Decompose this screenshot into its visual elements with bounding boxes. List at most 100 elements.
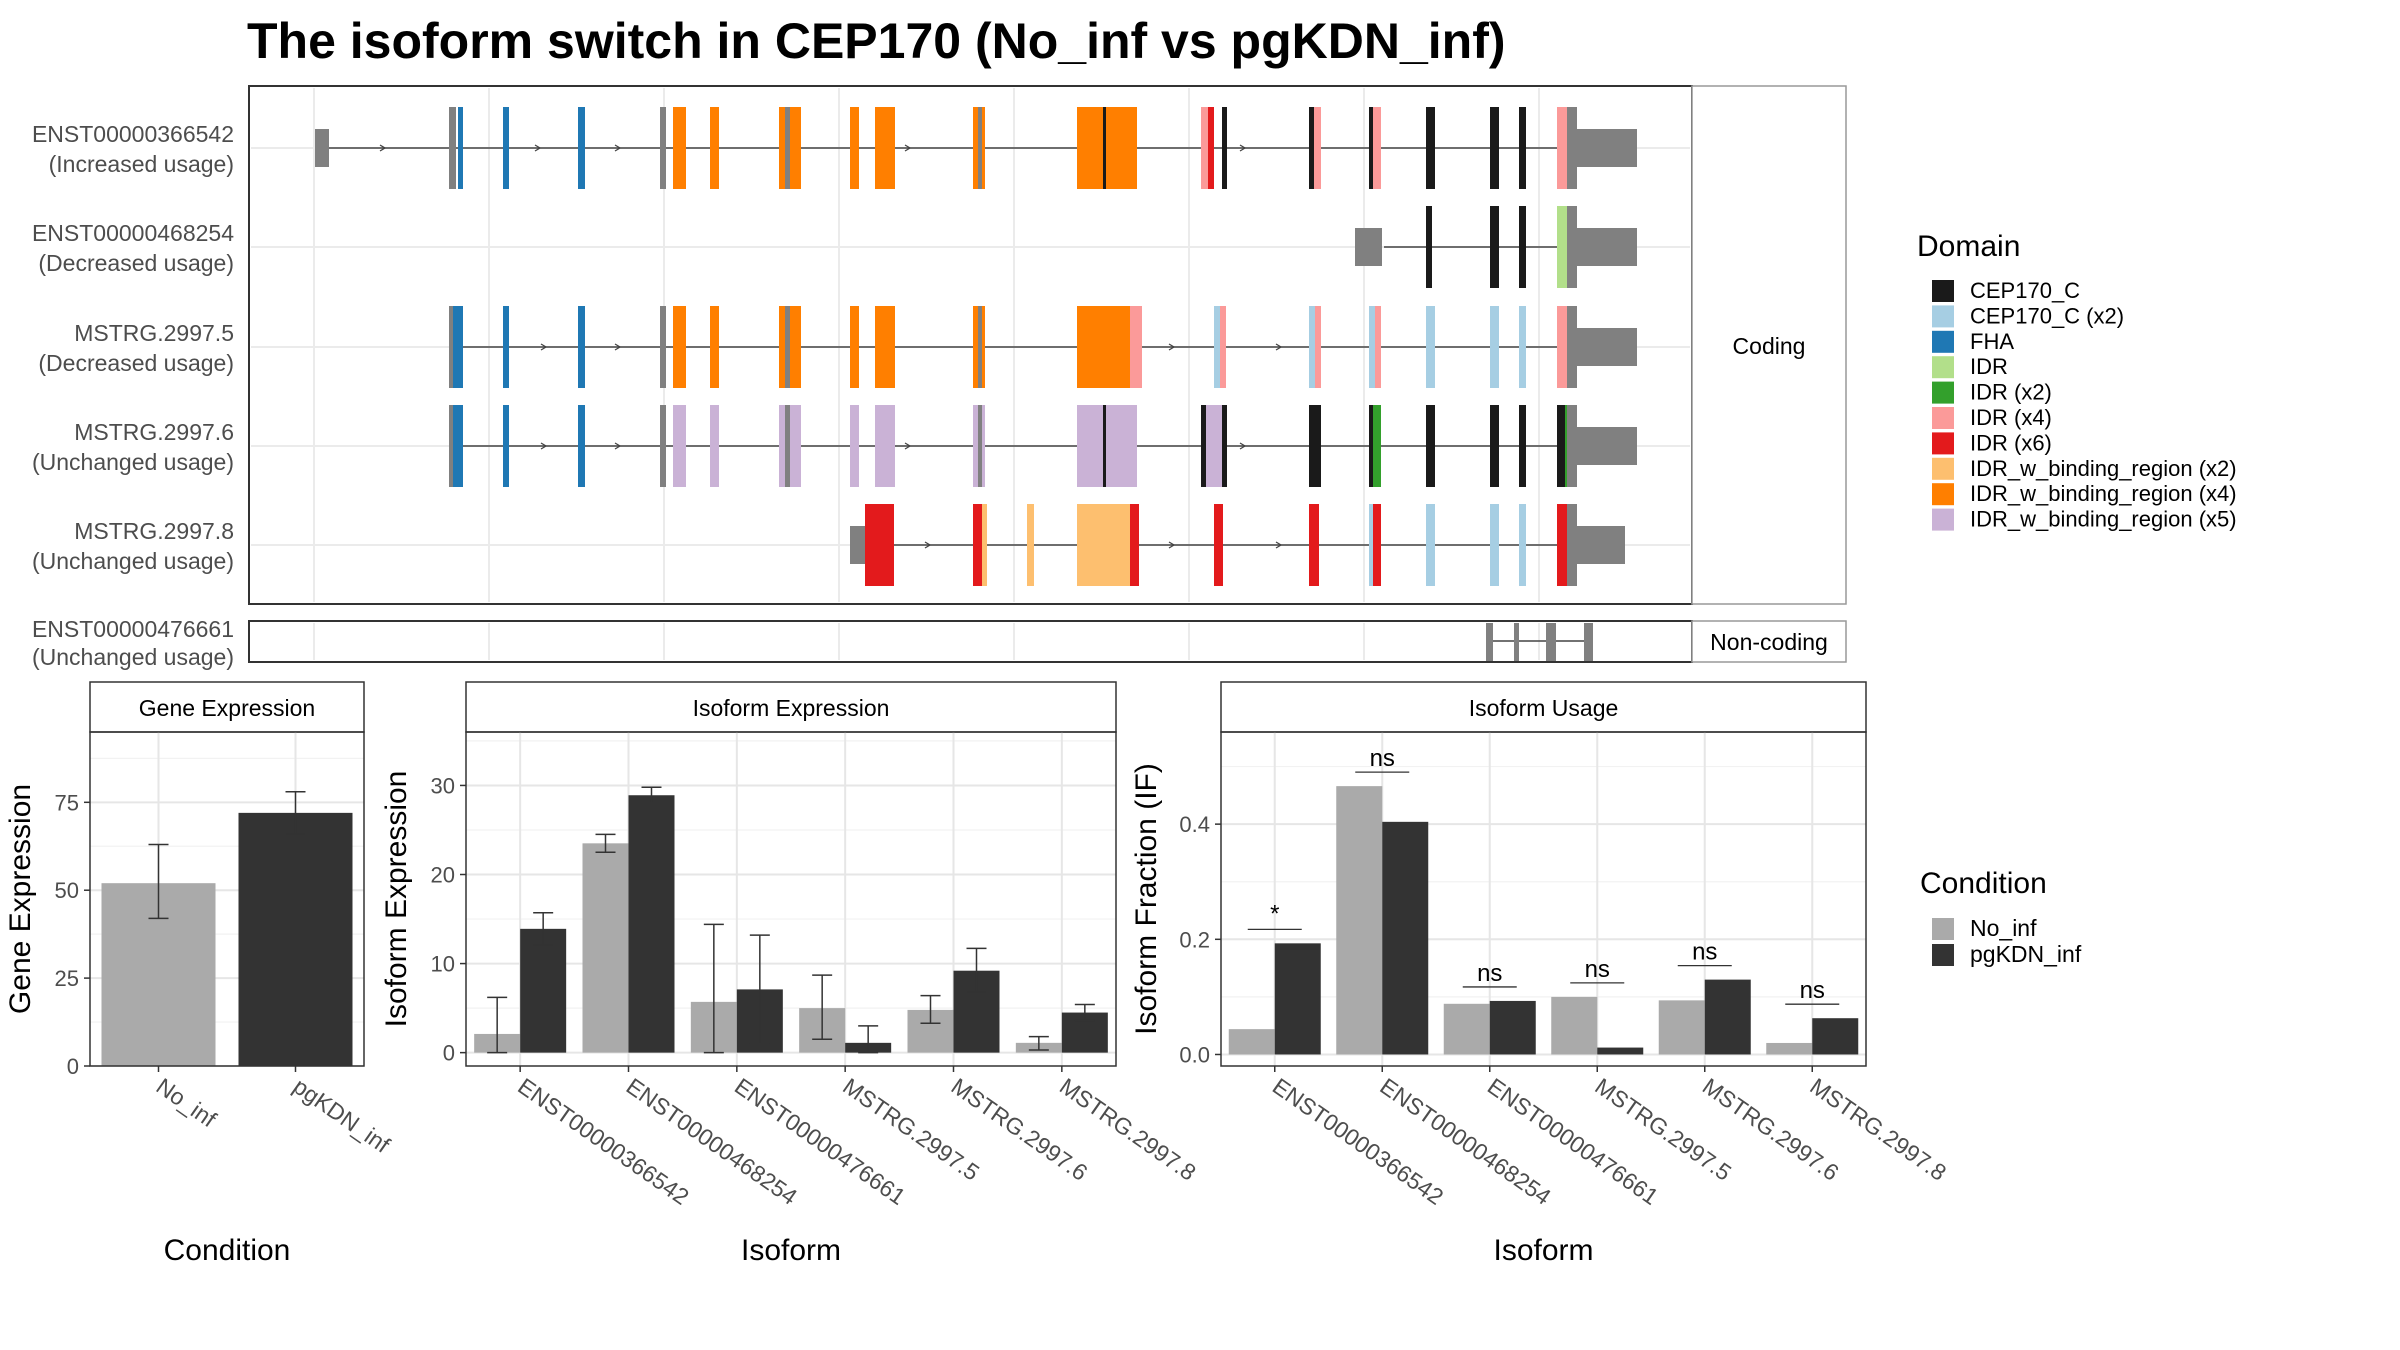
transcript-track-3 xyxy=(449,405,1637,487)
exon-block xyxy=(978,107,982,189)
noncoding-panel-border xyxy=(248,620,1693,663)
x-axis-title: Isoform xyxy=(741,1234,841,1267)
exon-block xyxy=(881,504,894,586)
transcript-name: ENST00000468254 xyxy=(32,220,234,246)
exon-block xyxy=(660,306,666,388)
legend-key-9 xyxy=(1932,508,1954,531)
exon-block xyxy=(1027,504,1034,586)
y-axis-title: Isoform Fraction (IF) xyxy=(1130,763,1163,1035)
y-tick-label: 30 xyxy=(431,773,455,798)
exon-block xyxy=(850,107,859,189)
panel-title: Isoform Expression xyxy=(693,695,890,721)
direction-arrow xyxy=(614,144,622,152)
significance-label: ns xyxy=(1477,960,1502,987)
condition-label-1: pgKDN_inf xyxy=(1970,941,2082,967)
transcript-usage: (Unchanged usage) xyxy=(32,548,234,574)
exon-block xyxy=(503,306,509,388)
exon-block xyxy=(1426,405,1435,487)
exon-block xyxy=(1567,107,1577,189)
y-tick-label: 10 xyxy=(431,952,455,977)
bar xyxy=(1766,1042,1813,1055)
exon-block xyxy=(785,405,790,487)
exon-block xyxy=(1584,623,1593,661)
exon-block xyxy=(710,405,719,487)
exon-block xyxy=(1103,405,1106,487)
y-tick-label: 0.4 xyxy=(1179,812,1210,837)
significance-label: * xyxy=(1270,900,1279,927)
exon-block xyxy=(503,107,509,189)
legend-key-2 xyxy=(1932,330,1954,353)
bar xyxy=(1382,821,1429,1055)
direction-arrow xyxy=(904,442,912,450)
exon-block xyxy=(1214,306,1220,388)
exon-block xyxy=(676,107,686,189)
y-tick-label: 0.2 xyxy=(1179,927,1210,952)
direction-arrow xyxy=(1168,541,1176,549)
y-axis-title: Isoform Expression xyxy=(380,771,413,1028)
exon-block xyxy=(1309,504,1319,586)
y-tick-label: 75 xyxy=(55,790,79,815)
exon-block xyxy=(458,107,463,189)
exon-block xyxy=(1222,405,1227,487)
transcript-name: MSTRG.2997.5 xyxy=(74,320,234,346)
utr-block xyxy=(1577,526,1625,564)
exon-block xyxy=(710,107,719,189)
exon-block xyxy=(1567,306,1577,388)
transcript-name: ENST00000476661 xyxy=(32,616,234,642)
legend-label-7: IDR_w_binding_region (x2) xyxy=(1970,456,2237,481)
transcript-usage: (Decreased usage) xyxy=(38,350,234,376)
exon-block xyxy=(449,107,456,189)
x-axis-title: Condition xyxy=(164,1234,291,1267)
exon-block xyxy=(1369,405,1373,487)
direction-arrow xyxy=(614,442,622,450)
panel-strip xyxy=(89,681,365,733)
bar xyxy=(1704,979,1751,1055)
transcript-usage: (Unchanged usage) xyxy=(32,449,234,475)
legend-label-8: IDR_w_binding_region (x4) xyxy=(1970,481,2237,506)
exon-block xyxy=(1426,504,1435,586)
panel-strip xyxy=(1220,681,1867,733)
exon-block xyxy=(875,107,895,189)
exon-block xyxy=(453,405,463,487)
exon-block xyxy=(1309,405,1321,487)
bar xyxy=(1443,1003,1490,1055)
exon-block xyxy=(578,405,585,487)
panel-border xyxy=(89,731,365,1067)
direction-arrow xyxy=(1239,144,1247,152)
utr-block xyxy=(1355,228,1382,266)
gene-expression-chart: Gene Expression 0 25 50 75 No_inf pgKDN_inf Con… xyxy=(4,681,395,1267)
transcript-name: ENST00000366542 xyxy=(32,121,234,147)
x-tick-label: No_inf xyxy=(152,1073,222,1133)
legend-key-4 xyxy=(1932,381,1954,404)
y-tick-label: 50 xyxy=(55,878,79,903)
exon-block xyxy=(660,405,666,487)
exon-block xyxy=(1077,504,1137,586)
bar xyxy=(628,795,675,1053)
transcript-track-1 xyxy=(1355,206,1637,288)
significance-label: ns xyxy=(1585,956,1610,983)
exon-block xyxy=(973,504,982,586)
exon-block xyxy=(1519,504,1526,586)
exon-block xyxy=(1103,107,1106,189)
condition-key-1 xyxy=(1932,944,1954,966)
transcript-usage: (Increased usage) xyxy=(49,151,234,177)
legend-key-5 xyxy=(1932,407,1954,429)
exon-block xyxy=(1309,306,1315,388)
exon-block xyxy=(1369,306,1375,388)
bar xyxy=(520,928,567,1053)
exon-block xyxy=(785,107,790,189)
coding-strip-label: Coding xyxy=(1733,333,1806,359)
exon-block xyxy=(1486,623,1493,661)
transcript-name: MSTRG.2997.8 xyxy=(74,518,234,544)
exon-block xyxy=(1519,405,1526,487)
coding-panel-border xyxy=(248,85,1693,605)
exon-block xyxy=(1519,206,1526,288)
direction-arrow xyxy=(1275,541,1283,549)
significance-label: ns xyxy=(1370,745,1395,772)
exon-block xyxy=(1490,504,1499,586)
exon-block xyxy=(1426,206,1432,288)
